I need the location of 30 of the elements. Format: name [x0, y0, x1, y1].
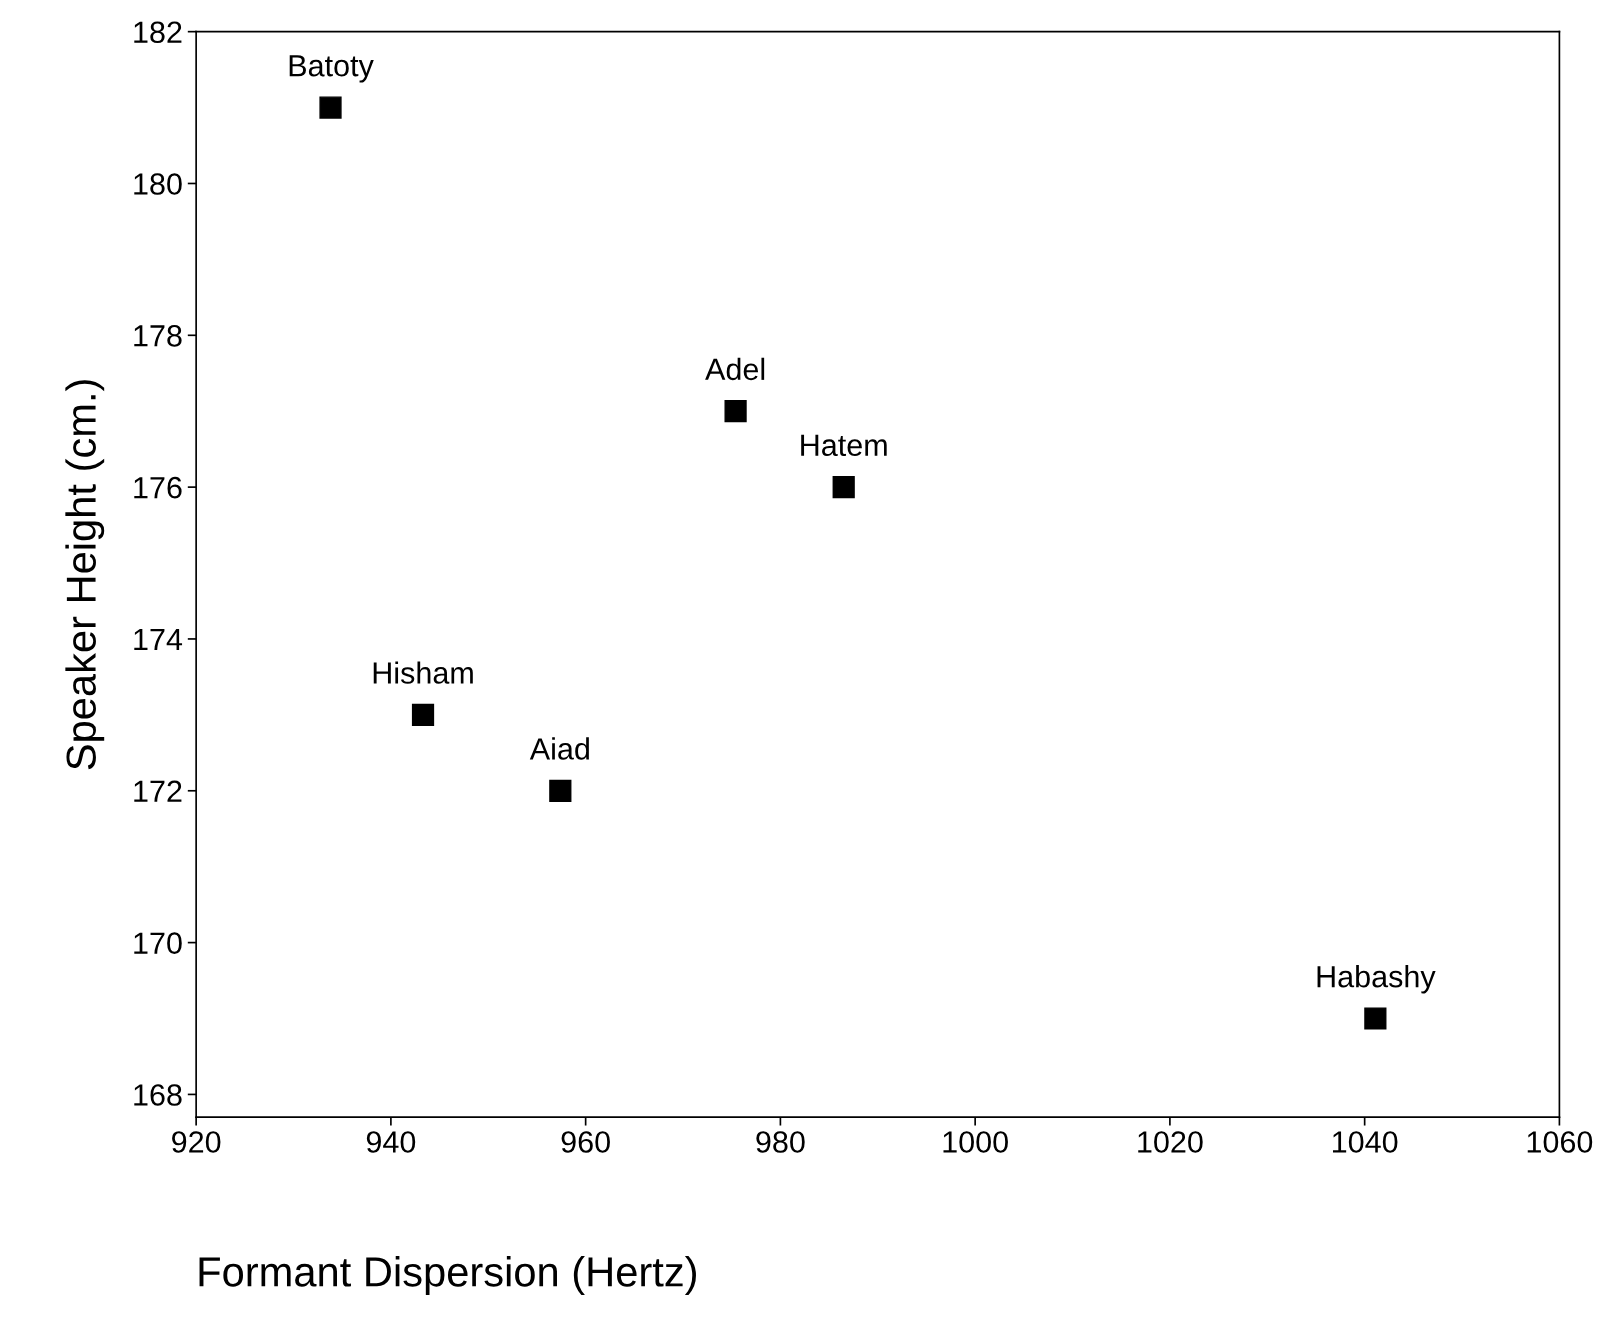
x-tick-label: 920 — [172, 1131, 221, 1153]
point — [549, 779, 572, 802]
y-tick-label: 170 — [134, 932, 182, 954]
point — [319, 96, 342, 119]
annotation: Batoty — [289, 55, 374, 83]
annotation: Aiad — [529, 737, 589, 760]
y-tick-label: 180 — [134, 173, 182, 195]
x-tick-label: 1000 — [943, 1131, 1008, 1153]
annotation: Adel — [705, 357, 765, 381]
y-tick-label: 178 — [134, 325, 182, 347]
point — [832, 476, 855, 499]
y-axis-title: Speaker Height (cm.) — [65, 380, 105, 770]
x-tick-label: 940 — [366, 1131, 416, 1153]
x-axis-title: Formant Dispersion (Hertz) — [199, 1256, 696, 1295]
x-tick-label: 1040 — [1333, 1131, 1398, 1153]
x-tick-label: 960 — [561, 1131, 610, 1153]
y-tick-label: 172 — [134, 780, 182, 802]
y-tick-label: 168 — [134, 1084, 182, 1106]
point — [411, 703, 435, 726]
y-tick-label: 176 — [134, 476, 182, 499]
y-tick-label: 182 — [134, 21, 182, 44]
y-tick-label: 174 — [134, 629, 183, 651]
x-tick-label: 1020 — [1138, 1131, 1203, 1153]
x-tick-label: 980 — [756, 1131, 805, 1153]
x-tick-label: 1060 — [1527, 1131, 1593, 1153]
annotation: Habashy — [1317, 965, 1436, 994]
point — [1364, 1007, 1387, 1030]
annotation: Hatem — [801, 434, 887, 457]
point — [724, 400, 747, 423]
annotation: Hisham — [373, 661, 473, 684]
